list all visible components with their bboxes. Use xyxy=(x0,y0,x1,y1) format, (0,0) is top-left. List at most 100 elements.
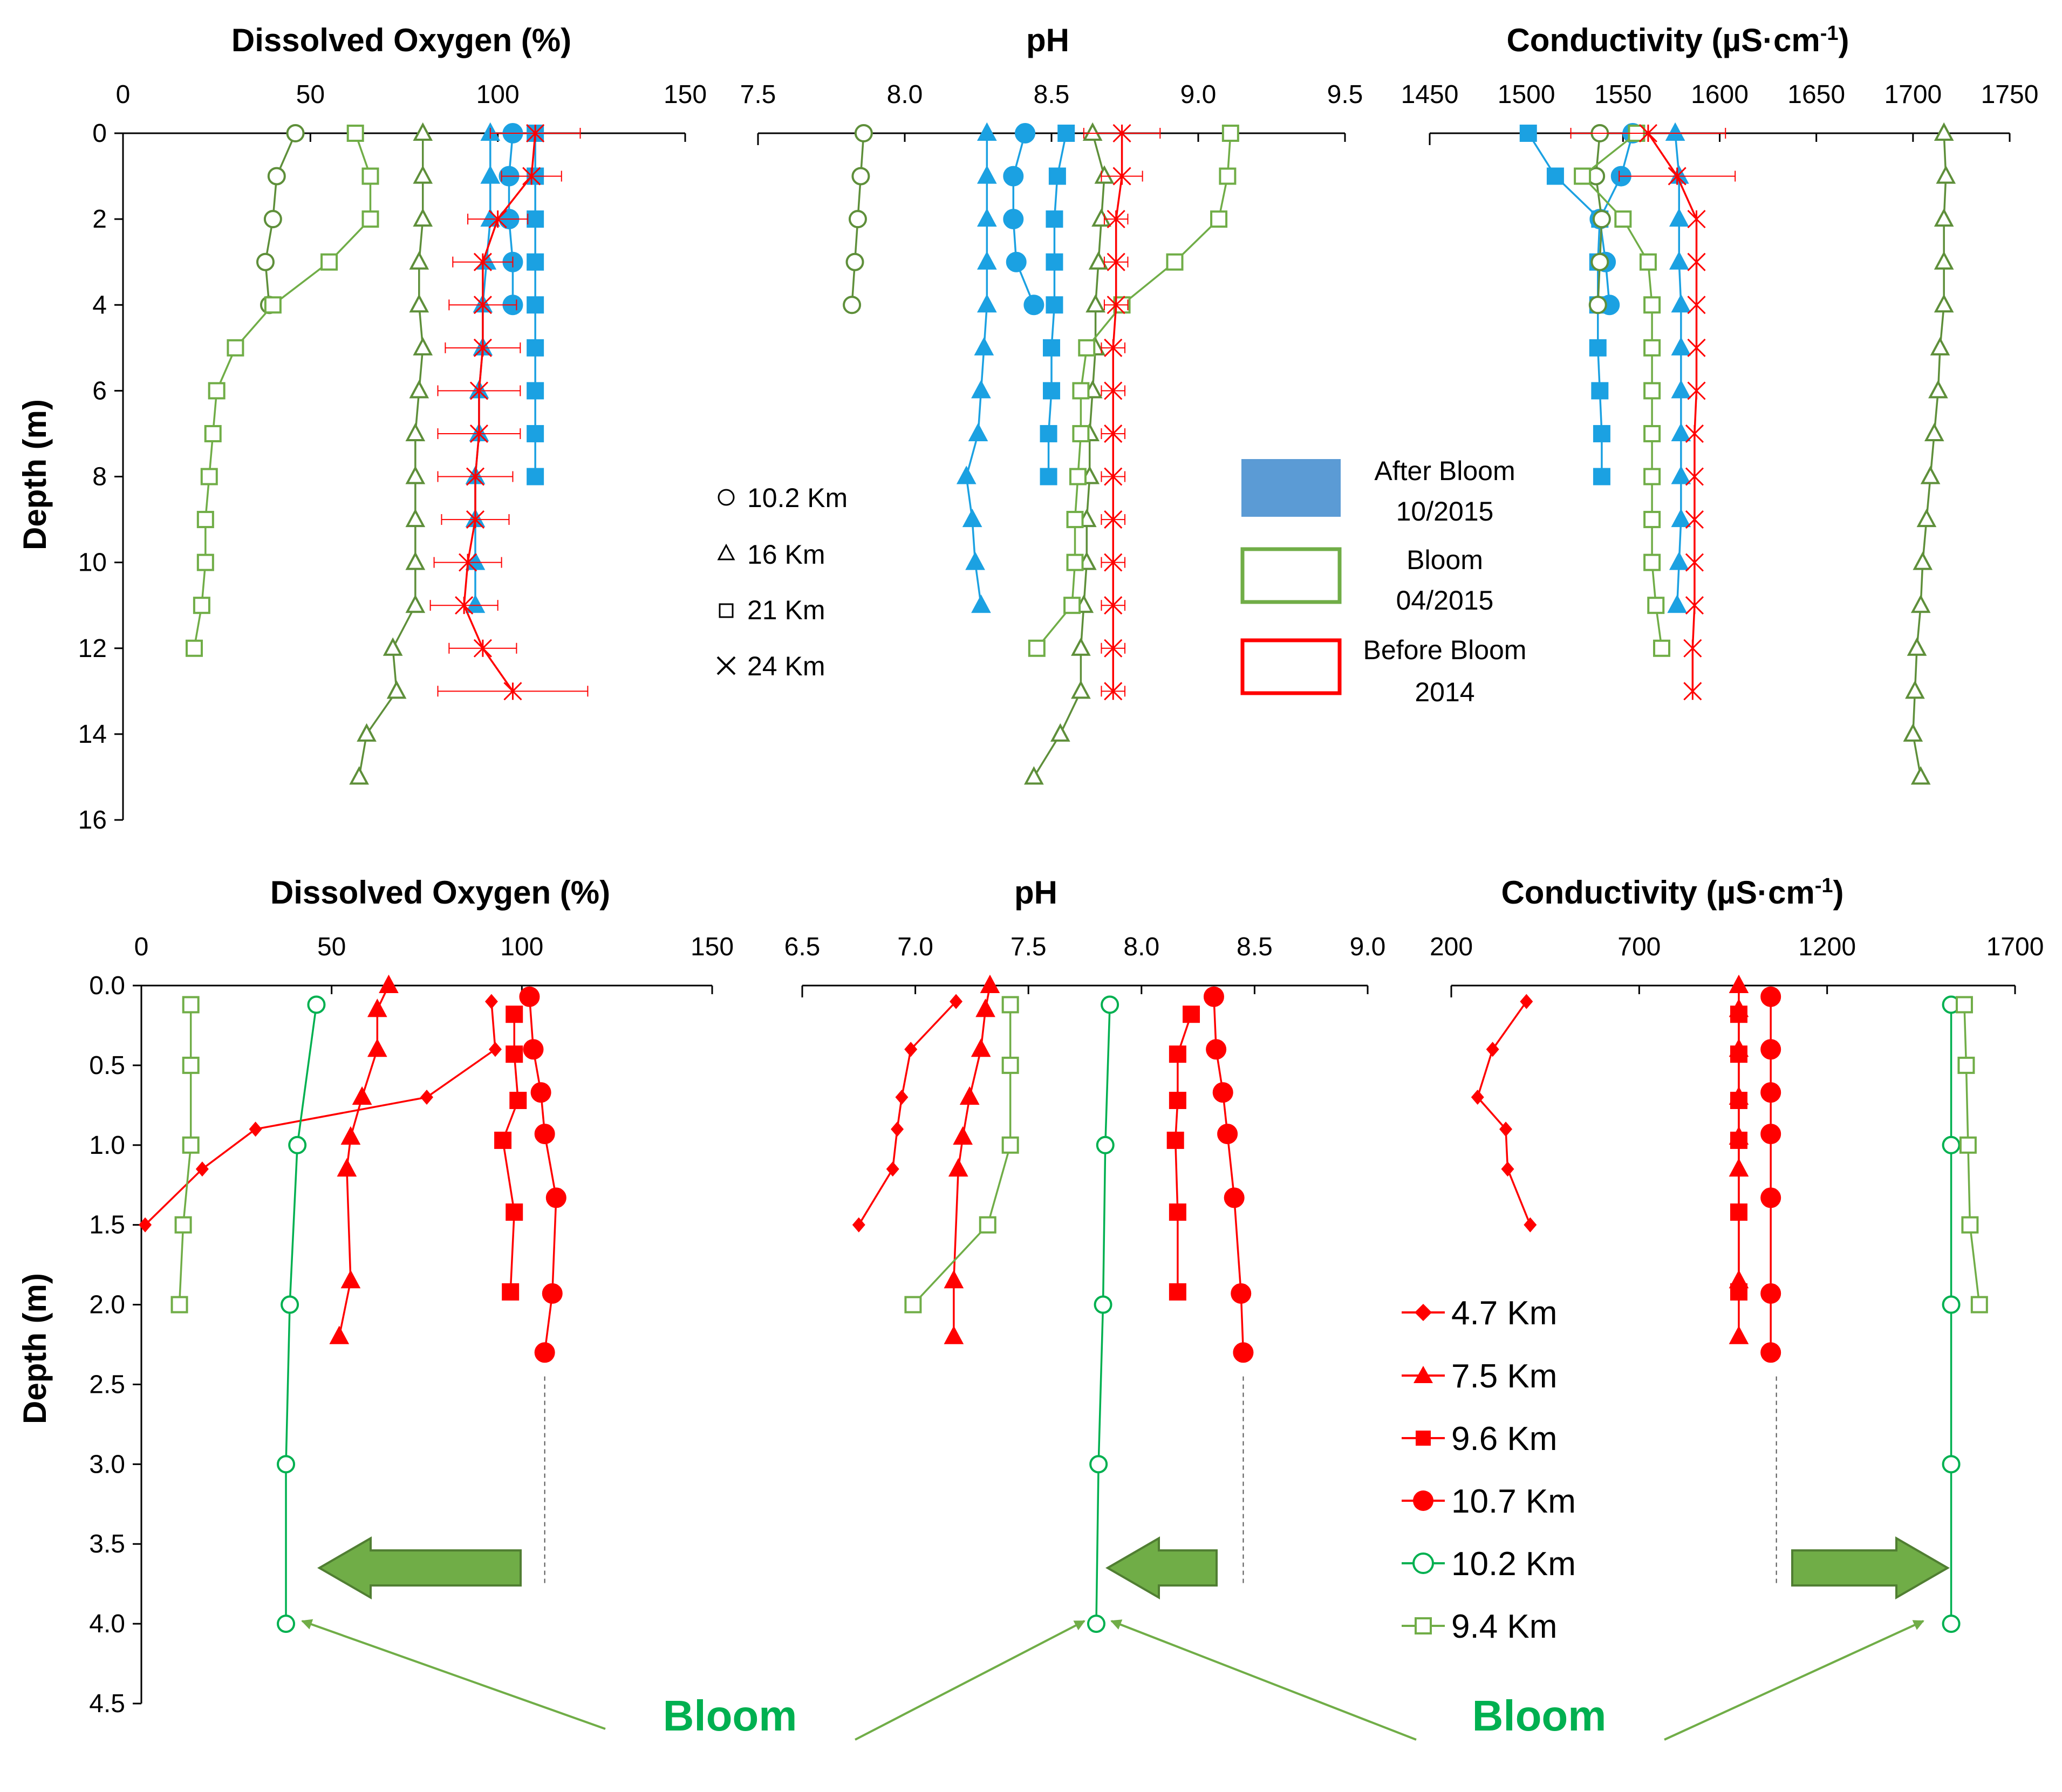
series-line xyxy=(1476,1001,1531,1226)
data-point xyxy=(1920,466,1941,484)
series-16-km-bloom xyxy=(349,122,433,785)
data-point xyxy=(455,596,474,615)
data-point xyxy=(1094,165,1115,184)
data-point xyxy=(1221,125,1239,142)
data-point xyxy=(1760,1342,1781,1363)
data-point xyxy=(361,167,379,185)
series-16-km-bloom xyxy=(1903,122,1956,785)
data-point xyxy=(502,1283,520,1301)
data-point xyxy=(1683,639,1702,658)
series-line xyxy=(144,1001,496,1226)
data-point xyxy=(1729,974,1749,993)
data-point xyxy=(950,994,963,1009)
data-point xyxy=(1928,380,1948,399)
x-tick-label: 1500 xyxy=(1498,80,1555,109)
data-point xyxy=(1063,597,1081,614)
data-point xyxy=(1916,508,1937,528)
data-point xyxy=(1760,1082,1781,1103)
data-point xyxy=(526,124,545,143)
y-tick-label: 1.5 xyxy=(89,1211,125,1240)
data-point xyxy=(488,1042,502,1057)
data-point xyxy=(977,122,997,141)
data-point xyxy=(1760,1039,1781,1060)
y-tick-label: 0.0 xyxy=(89,972,125,1000)
data-point xyxy=(1046,210,1063,228)
y-tick-label: 2 xyxy=(92,205,107,234)
series-21-km-after xyxy=(527,125,544,485)
legend-label-bottom-1: 4.7 Km xyxy=(1451,1295,1557,1332)
data-point xyxy=(527,253,544,271)
data-point xyxy=(1683,682,1702,701)
data-point xyxy=(506,1203,523,1221)
series-line xyxy=(858,1001,957,1226)
data-point xyxy=(1524,1217,1537,1233)
data-point xyxy=(1730,1091,1747,1109)
x-tick-label: 1700 xyxy=(1986,933,2044,961)
series-line xyxy=(1095,1004,1111,1624)
data-point xyxy=(1730,1006,1747,1023)
data-point xyxy=(1942,1615,1961,1633)
legend-label-bottom-3: 9.6 Km xyxy=(1451,1420,1557,1458)
x-tick-label: 200 xyxy=(1430,933,1473,961)
y-tick-label: 6 xyxy=(92,377,107,405)
data-point xyxy=(1653,639,1670,657)
data-point xyxy=(413,122,433,141)
x-tick-label: 1700 xyxy=(1884,80,1942,109)
data-point xyxy=(542,1283,563,1304)
data-point xyxy=(1671,380,1691,399)
data-point xyxy=(1072,382,1090,400)
panel-2: 7.5 8.0 8.5 9.0 9.5 xyxy=(740,80,1363,785)
series-line xyxy=(1674,133,1682,606)
data-point xyxy=(196,511,214,529)
legend-marker-circle xyxy=(718,489,735,506)
data-point xyxy=(204,425,222,442)
data-point xyxy=(1638,124,1657,143)
data-point xyxy=(895,1090,909,1105)
data-point xyxy=(346,125,364,142)
data-point xyxy=(1471,1090,1484,1105)
data-point xyxy=(413,165,433,184)
data-point xyxy=(530,1082,551,1103)
data-point xyxy=(1233,1342,1254,1363)
data-point xyxy=(264,296,282,314)
data-point xyxy=(848,210,867,229)
series-line xyxy=(1912,133,1947,777)
data-point xyxy=(1546,167,1564,185)
data-point xyxy=(1934,251,1954,270)
data-point xyxy=(1669,251,1689,270)
series-10-2-km-after xyxy=(1003,123,1044,316)
legend-marker-circle-open xyxy=(1412,1552,1434,1574)
data-point xyxy=(352,1086,372,1105)
data-point xyxy=(1639,253,1657,271)
y-axis-label-top: Depth (m) xyxy=(17,399,53,550)
data-point xyxy=(466,510,485,529)
x-tick-label: 7.5 xyxy=(740,80,776,109)
data-point xyxy=(527,296,544,314)
data-point xyxy=(1668,167,1687,186)
legend-bloom-line2: 04/2015 xyxy=(1396,585,1494,615)
series-10-7-km xyxy=(519,986,566,1363)
x-tick-label: 9.5 xyxy=(1327,80,1363,109)
data-point xyxy=(1183,1006,1200,1023)
data-point xyxy=(307,995,326,1014)
x-tick-label: 50 xyxy=(296,80,325,109)
data-point xyxy=(891,1121,904,1137)
series-10-2-km xyxy=(277,995,326,1633)
panel-title-top-cond: Conductivity (µS·cm-1) xyxy=(1506,22,1849,58)
series-4-7-km xyxy=(139,994,502,1233)
data-point xyxy=(1043,339,1060,357)
data-point xyxy=(534,1124,555,1145)
legend-label-top-1: 10.2 Km xyxy=(747,483,848,513)
data-point xyxy=(1903,723,1923,742)
data-point xyxy=(1643,382,1661,400)
data-point xyxy=(845,252,864,271)
data-point xyxy=(1685,424,1704,443)
data-point xyxy=(527,210,544,228)
legend-marker-square-filled xyxy=(1416,1431,1431,1446)
data-point xyxy=(249,1121,262,1137)
data-point xyxy=(1107,210,1125,229)
series-10-2-km-bloom xyxy=(256,124,305,314)
data-point xyxy=(1685,553,1704,572)
data-point xyxy=(465,594,486,613)
data-point xyxy=(948,1158,968,1177)
